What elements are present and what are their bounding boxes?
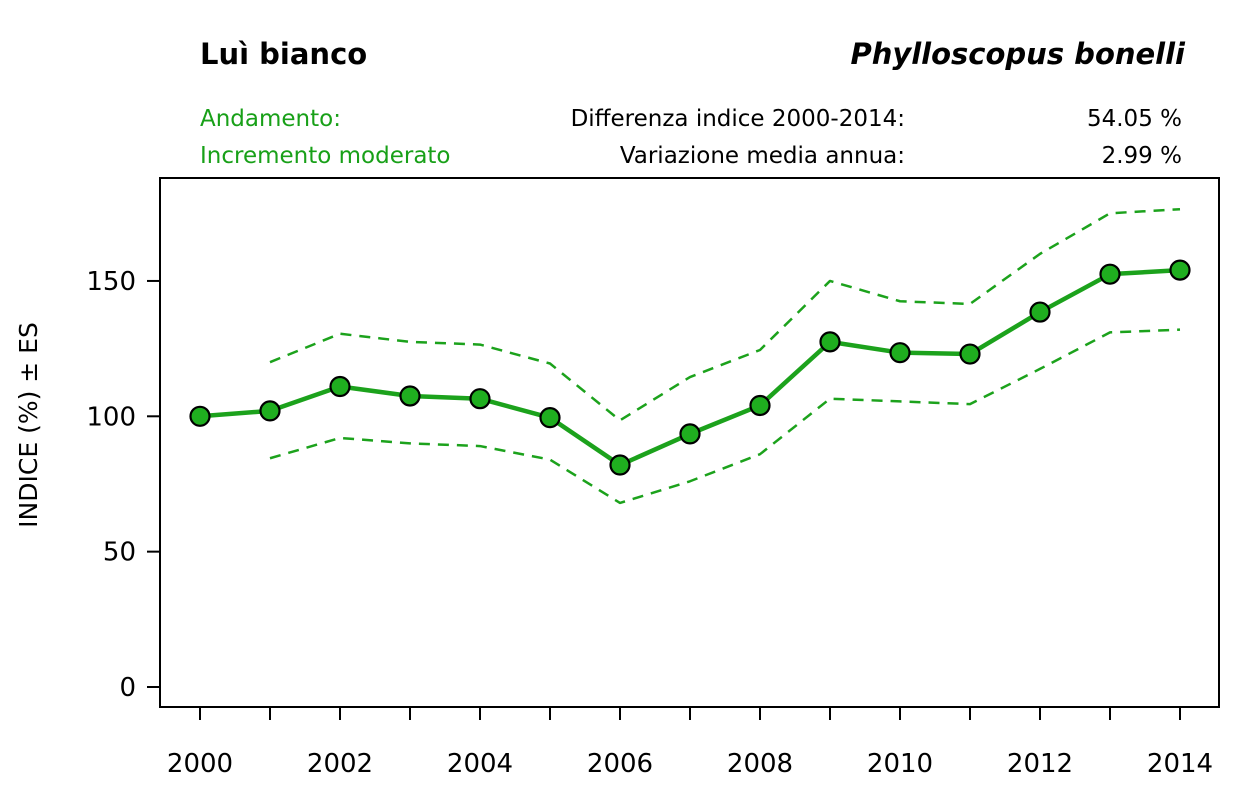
data-point-2011	[959, 343, 981, 365]
x-tick-label: 2008	[727, 749, 793, 779]
data-point-2012	[1029, 301, 1051, 323]
data-point-2013	[1099, 263, 1121, 285]
annual-variation-value: 2.99 %	[1101, 143, 1182, 169]
data-point-2000	[189, 405, 211, 427]
index-difference-value: 54.05 %	[1086, 106, 1182, 132]
data-point-2006	[609, 454, 631, 476]
y-axis-title: INDICE (%) ± ES	[14, 322, 43, 528]
index-difference-label: Differenza indice 2000-2014:	[570, 106, 905, 132]
x-tick-label: 2006	[587, 749, 653, 779]
data-point-2001	[259, 400, 281, 422]
data-point-2008	[749, 394, 771, 417]
y-tick-label: 50	[103, 538, 136, 568]
y-tick-label: 0	[119, 673, 136, 703]
data-point-2009	[819, 331, 841, 353]
banda-superiore-es	[269, 207, 1181, 422]
data-point-2014	[1169, 259, 1191, 281]
data-point-2005	[539, 407, 561, 429]
x-tick-label: 2002	[307, 749, 373, 779]
y-tick-label: 150	[86, 267, 136, 297]
x-tick-label: 2012	[1007, 749, 1073, 779]
data-point-2002	[329, 375, 351, 398]
data-point-2004	[469, 388, 491, 410]
x-tick-label: 2000	[167, 749, 233, 779]
x-tick-label: 2004	[447, 749, 513, 779]
x-tick-label: 2010	[867, 749, 933, 779]
data-point-2010	[889, 342, 911, 364]
species-scientific-name: Phylloscopus bonelli	[850, 37, 1185, 71]
trend-label: Andamento:	[200, 106, 341, 132]
x-tick-label: 2014	[1147, 749, 1213, 779]
data-point-2003	[399, 385, 421, 407]
trend-value: Incremento moderato	[200, 143, 451, 169]
y-tick-label: 100	[86, 402, 136, 432]
species-common-name: Luì bianco	[200, 37, 368, 71]
annual-variation-label: Variazione media annua:	[619, 143, 905, 169]
data-point-2007	[679, 423, 701, 445]
banda-inferiore-es	[269, 328, 1181, 505]
